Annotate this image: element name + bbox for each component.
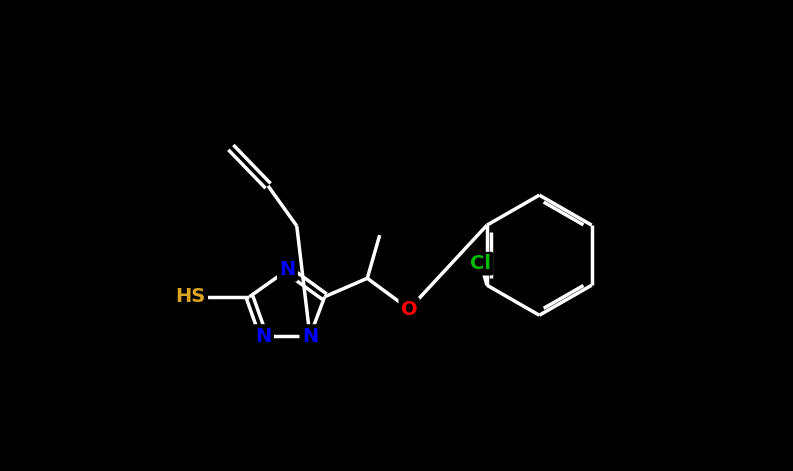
- Text: Cl: Cl: [470, 254, 492, 273]
- Text: O: O: [400, 300, 417, 318]
- Text: HS: HS: [175, 287, 205, 306]
- Text: N: N: [255, 326, 271, 346]
- Text: N: N: [279, 260, 296, 279]
- Text: N: N: [302, 326, 318, 346]
